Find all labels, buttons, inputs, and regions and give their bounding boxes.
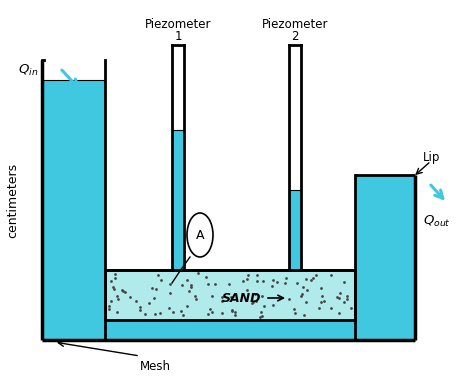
Bar xyxy=(105,270,355,340)
Bar xyxy=(355,175,415,340)
Text: SAND: SAND xyxy=(222,292,262,305)
Text: centimeters: centimeters xyxy=(7,162,19,238)
Text: Mesh: Mesh xyxy=(139,360,171,373)
Text: 1: 1 xyxy=(174,30,182,43)
Bar xyxy=(42,80,105,340)
Text: Piezometer: Piezometer xyxy=(262,18,328,31)
Bar xyxy=(105,270,355,320)
Bar xyxy=(173,130,183,270)
Bar xyxy=(290,190,300,270)
Text: $Q_{out}$: $Q_{out}$ xyxy=(423,214,451,229)
Text: Lip: Lip xyxy=(423,151,440,163)
Text: 2: 2 xyxy=(291,30,299,43)
Text: $Q_{in}$: $Q_{in}$ xyxy=(18,62,38,78)
Text: A: A xyxy=(196,229,204,241)
Text: Piezometer: Piezometer xyxy=(145,18,211,31)
